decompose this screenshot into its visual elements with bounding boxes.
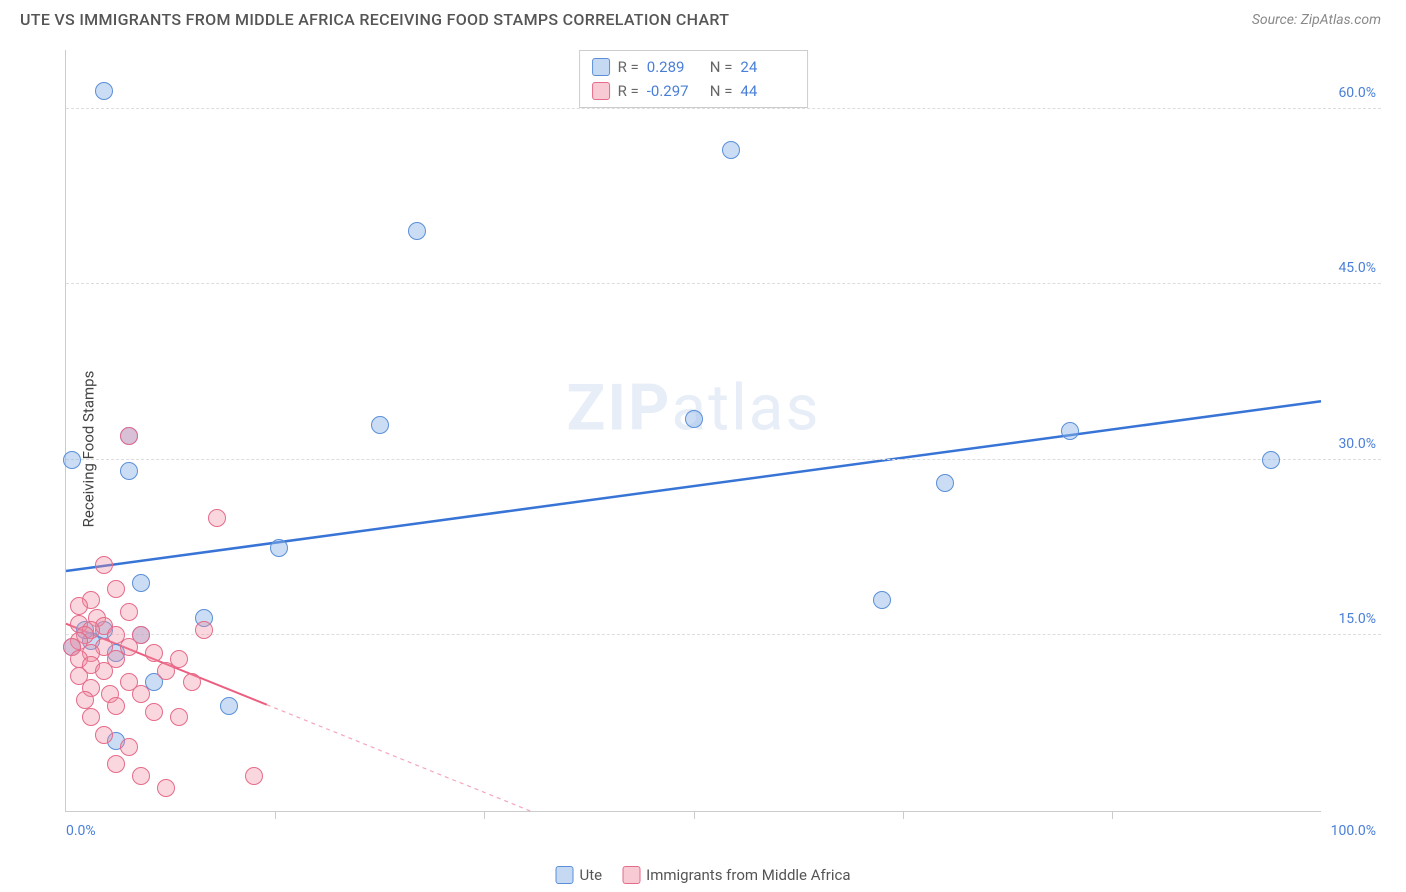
legend-swatch <box>556 866 574 884</box>
x-tick-min: 0.0% <box>66 823 96 839</box>
data-point <box>170 708 188 726</box>
legend-label: Ute <box>580 866 603 884</box>
data-point <box>208 509 226 527</box>
data-point <box>120 427 138 445</box>
n-label: N = <box>710 79 733 103</box>
legend-label: Immigrants from Middle Africa <box>646 866 850 884</box>
trendlines-layer <box>66 50 1321 811</box>
data-point <box>82 708 100 726</box>
legend-item: Immigrants from Middle Africa <box>622 866 850 884</box>
data-point <box>270 539 288 557</box>
data-point <box>408 222 426 240</box>
data-point <box>63 451 81 469</box>
gridline <box>66 283 1381 284</box>
n-label: N = <box>710 55 733 79</box>
data-point <box>220 697 238 715</box>
data-point <box>70 597 88 615</box>
gridline <box>66 108 1381 109</box>
data-point <box>722 141 740 159</box>
r-label: R = <box>618 55 639 79</box>
data-point <box>107 697 125 715</box>
y-tick-label: 15.0% <box>1338 611 1376 627</box>
r-value: 0.289 <box>647 55 702 79</box>
series-legend: Ute Immigrants from Middle Africa <box>556 866 851 884</box>
data-point <box>936 474 954 492</box>
x-tick-max: 100.0% <box>1331 823 1376 839</box>
data-point <box>95 662 113 680</box>
data-point <box>132 767 150 785</box>
x-tick-mark <box>694 811 695 819</box>
data-point <box>145 644 163 662</box>
data-point <box>120 738 138 756</box>
x-tick-mark <box>275 811 276 819</box>
gridline <box>66 459 1381 460</box>
x-tick-mark <box>1112 811 1113 819</box>
data-point <box>95 82 113 100</box>
data-point <box>873 591 891 609</box>
watermark: ZIPatlas <box>567 370 821 445</box>
data-point <box>183 673 201 691</box>
data-point <box>371 416 389 434</box>
series-swatch <box>592 82 610 100</box>
plot-area: ZIPatlas R =0.289N =24R =-0.297N =44 0.0… <box>65 50 1321 812</box>
data-point <box>685 410 703 428</box>
data-point <box>120 462 138 480</box>
n-value: 44 <box>740 79 795 103</box>
y-tick-label: 30.0% <box>1338 436 1376 452</box>
data-point <box>120 603 138 621</box>
data-point <box>95 726 113 744</box>
data-point <box>107 755 125 773</box>
x-tick-mark <box>903 811 904 819</box>
r-value: -0.297 <box>647 79 702 103</box>
data-point <box>76 691 94 709</box>
data-point <box>245 767 263 785</box>
data-point <box>195 621 213 639</box>
stats-row: R = 0.289 N = 24 <box>592 55 796 79</box>
data-point <box>1262 451 1280 469</box>
data-point <box>145 703 163 721</box>
data-point <box>1061 422 1079 440</box>
n-value: 24 <box>740 55 795 79</box>
data-point <box>157 779 175 797</box>
y-tick-label: 45.0% <box>1338 260 1376 276</box>
r-label: R = <box>618 79 639 103</box>
chart-container: Receiving Food Stamps ZIPatlas R =0.289N… <box>50 50 1381 847</box>
data-point <box>95 556 113 574</box>
x-tick-mark <box>484 811 485 819</box>
data-point <box>132 685 150 703</box>
data-point <box>107 580 125 598</box>
chart-title: UTE VS IMMIGRANTS FROM MIDDLE AFRICA REC… <box>20 10 729 29</box>
source-attribution: Source: ZipAtlas.com <box>1252 12 1381 28</box>
y-tick-label: 60.0% <box>1338 85 1376 101</box>
legend-swatch <box>622 866 640 884</box>
stats-legend-box: R = 0.289 N = 24 R = -0.297 N = 44 <box>579 50 809 108</box>
data-point <box>132 574 150 592</box>
legend-item: Ute <box>556 866 603 884</box>
stats-row: R = -0.297 N = 44 <box>592 79 796 103</box>
data-point <box>157 662 175 680</box>
gridline <box>66 634 1381 635</box>
series-swatch <box>592 58 610 76</box>
